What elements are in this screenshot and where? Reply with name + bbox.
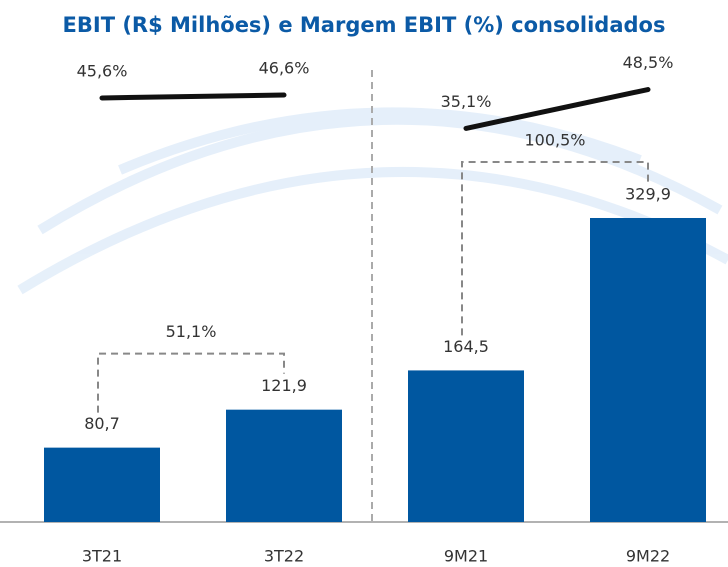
margin-line (463, 87, 651, 131)
margin-line (99, 92, 287, 101)
x-tick-label: 3T21 (82, 547, 122, 566)
margin-label: 48,5% (623, 53, 674, 72)
bar (44, 447, 160, 522)
chart-title: EBIT (R$ Milhões) e Margem EBIT (%) cons… (63, 13, 666, 37)
bar (590, 217, 706, 523)
value-label: 121,9 (261, 376, 307, 395)
margin-label: 35,1% (441, 92, 492, 111)
growth-bracket (461, 160, 649, 336)
growth-bracket (97, 352, 285, 413)
value-label: 164,5 (443, 337, 489, 356)
margin-label: 46,6% (259, 59, 310, 78)
value-label: 80,7 (84, 414, 120, 433)
bar (408, 370, 524, 522)
x-tick-label: 3T22 (264, 547, 304, 566)
margin-label: 45,6% (77, 61, 128, 80)
background-decoration (17, 107, 728, 295)
bar (226, 409, 342, 522)
x-tick-label: 9M21 (444, 547, 488, 566)
growth-label: 100,5% (524, 130, 585, 149)
x-tick-label: 9M22 (626, 547, 670, 566)
growth-label: 51,1% (166, 322, 217, 341)
value-label: 329,9 (625, 184, 671, 203)
